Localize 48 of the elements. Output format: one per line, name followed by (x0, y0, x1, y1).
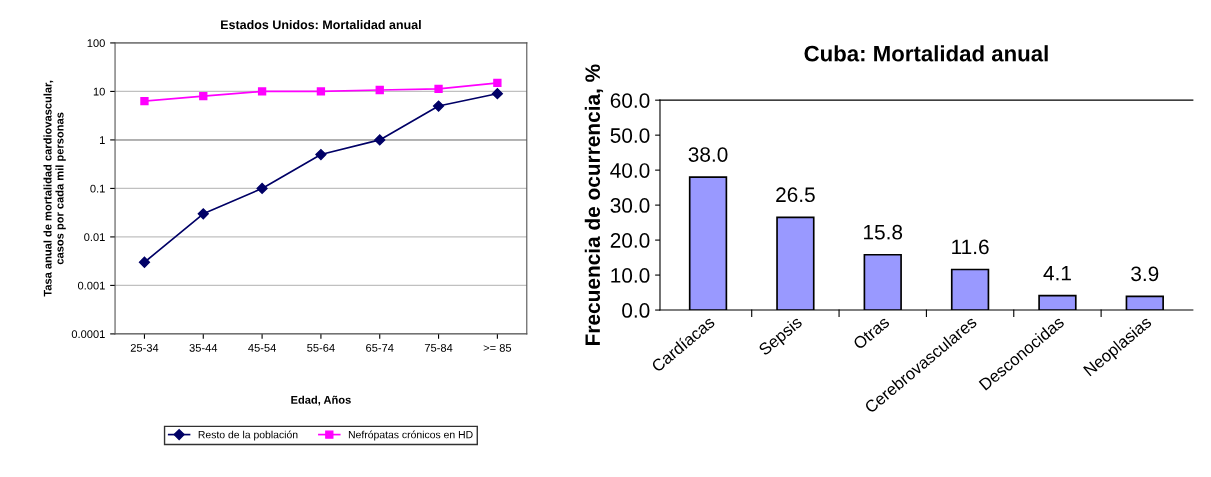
legend-label: Nefrópatas crónicos en HD (348, 430, 473, 441)
data-label: 4.1 (1043, 265, 1071, 281)
y-tick-label: 50.0 (610, 128, 650, 143)
y-tick-label: 0.1 (90, 184, 105, 193)
data-label: 26.5 (776, 187, 815, 203)
x-tick-label: 45-54 (248, 344, 276, 352)
chart-title: Cuba: Mortalidad anual (804, 45, 1048, 62)
y-tick-label: 30.0 (610, 198, 650, 213)
point (432, 100, 445, 112)
point (375, 85, 384, 95)
point (374, 134, 386, 146)
y-tick-label: 60.0 (610, 93, 650, 108)
point (315, 148, 327, 161)
data-label: 3.9 (1131, 266, 1159, 282)
data-label: 11.6 (952, 239, 989, 255)
x-tick-label: >= 85 (483, 343, 512, 352)
point (316, 87, 326, 96)
data-label: 15.8 (864, 224, 903, 240)
y-axis-title: Frecuencia de ocurrencia, % (584, 64, 604, 345)
point (256, 182, 268, 195)
y-tick-label: 0.001 (77, 281, 105, 290)
point (493, 78, 502, 88)
x-tick-label: 35-44 (189, 343, 218, 352)
x-tick-label: 25-34 (130, 343, 159, 352)
chart-title: Estados Unidos: Mortalidad anual (221, 19, 421, 30)
x-tick-label: 65-74 (366, 343, 394, 352)
y-tick-label: 10 (93, 87, 105, 96)
y-tick-label: 20.0 (610, 233, 650, 248)
y-tick-label: 40.0 (610, 163, 650, 178)
point (434, 84, 443, 94)
y-tick-label: 0.01 (84, 233, 105, 242)
y-tick-label: 100 (87, 39, 105, 48)
data-label: 38.0 (688, 147, 728, 162)
x-axis-title: Edad, Años (291, 395, 351, 406)
point (138, 256, 151, 268)
legend-label: Resto de la población (198, 430, 298, 441)
x-tick-label: 75-84 (424, 343, 453, 352)
y-tick-label: 0.0001 (71, 330, 105, 339)
x-tick-label: 55-64 (307, 343, 335, 352)
y-axis-title: Tasa anual de mortalidad cardiovascular, casos por cada mil personas (43, 80, 66, 297)
point (197, 208, 209, 220)
y-tick-label: 1 (99, 136, 105, 144)
point (140, 96, 149, 106)
point (257, 87, 267, 96)
point (199, 91, 208, 101)
y-tick-label: 10.0 (611, 268, 650, 283)
y-tick-label: 0.0 (622, 303, 650, 318)
point (491, 88, 503, 100)
